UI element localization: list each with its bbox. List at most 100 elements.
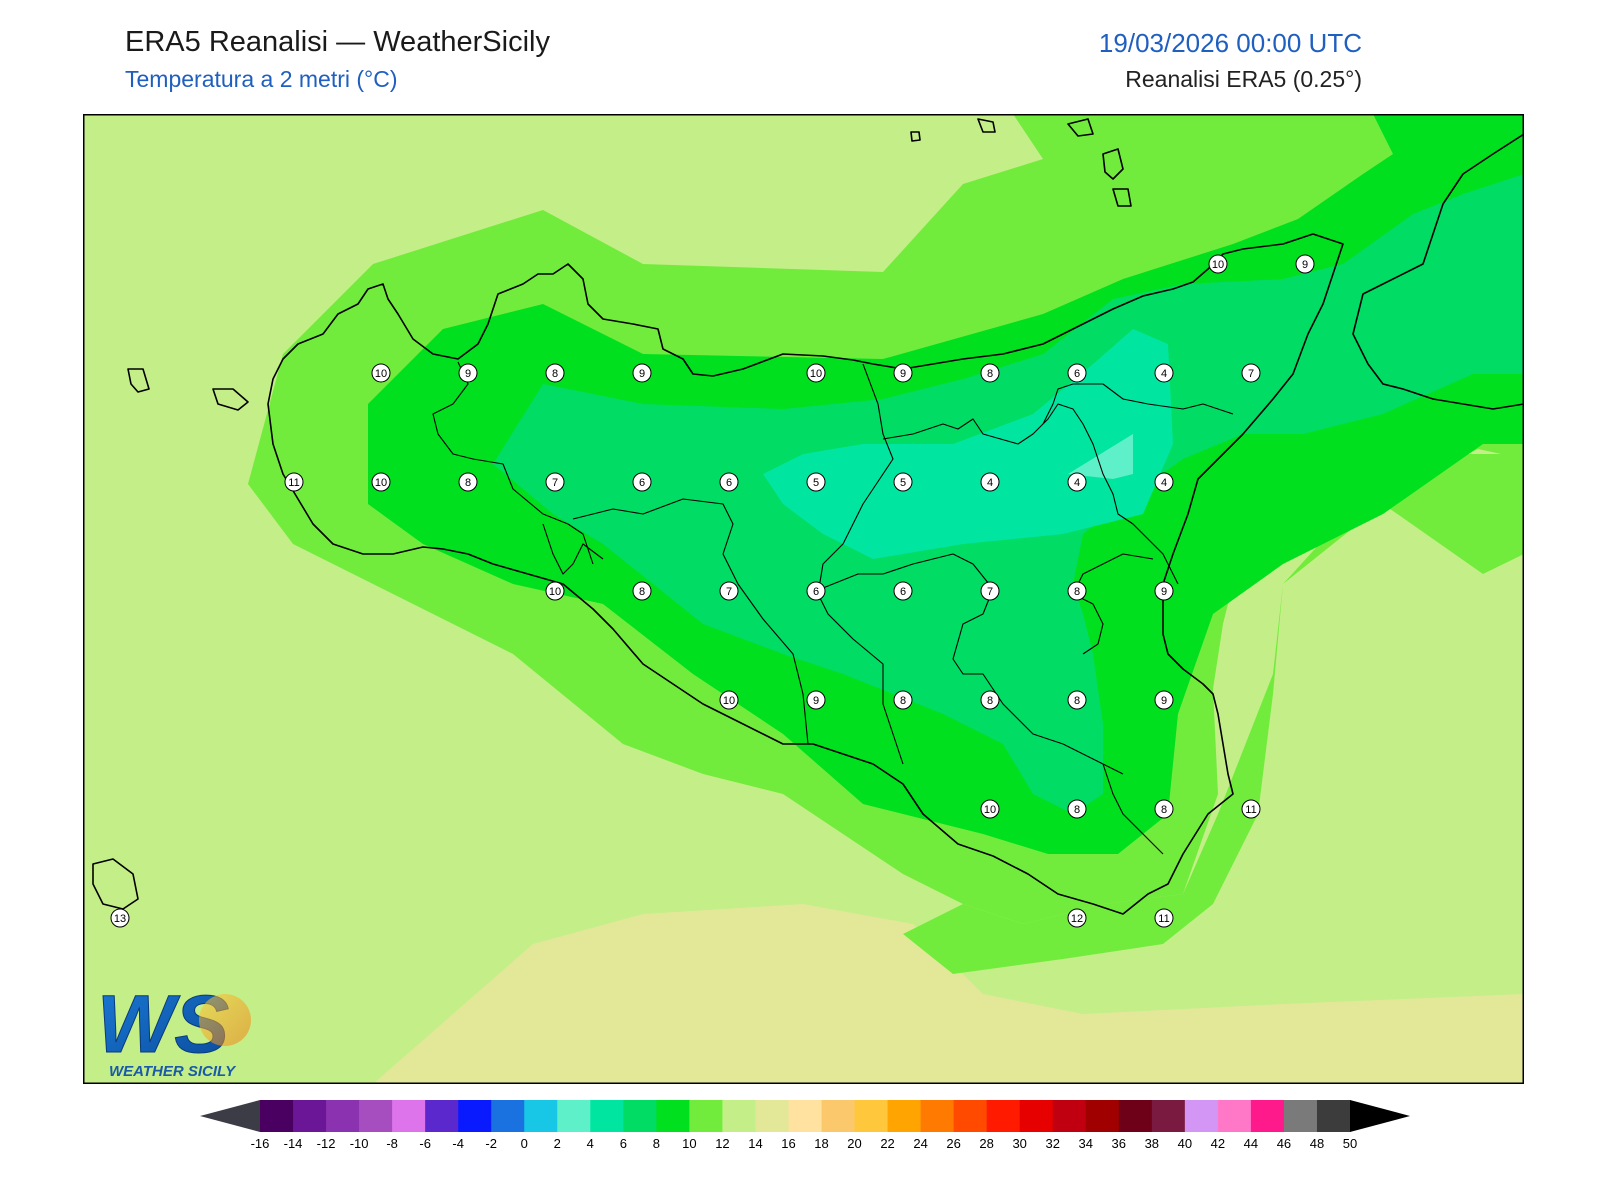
colorbar-swatch — [1085, 1100, 1120, 1132]
colorbar-swatch — [854, 1100, 889, 1132]
colorbar-tick-label: 40 — [1178, 1136, 1192, 1151]
colorbar-tick-label: 28 — [979, 1136, 993, 1151]
colorbar-tick-label: 14 — [748, 1136, 762, 1151]
value-label: 10 — [984, 804, 996, 816]
value-point: 7 — [719, 581, 739, 601]
colorbar-tick-label: -12 — [317, 1136, 336, 1151]
band-6-8 — [763, 329, 1173, 559]
colorbar-swatch — [557, 1100, 591, 1132]
colorbar-tick-label: 0 — [521, 1136, 528, 1151]
band-12-south — [903, 454, 1524, 974]
value-label: 6 — [726, 477, 732, 489]
colorbar-swatch — [1019, 1100, 1054, 1132]
value-label: 8 — [1074, 586, 1080, 598]
colorbar-tick-label: 26 — [946, 1136, 960, 1151]
colorbar-tick-label: 34 — [1079, 1136, 1093, 1151]
value-label: 7 — [552, 477, 558, 489]
colorbar-under-arrow — [200, 1100, 260, 1132]
colorbar-swatch — [293, 1100, 327, 1132]
value-label: 10 — [810, 368, 822, 380]
value-label: 10 — [549, 586, 561, 598]
logo-name: WEATHER SICILY — [109, 1063, 237, 1080]
value-label: 12 — [1071, 913, 1083, 925]
value-point: 9 — [1154, 690, 1174, 710]
colorbar-tick-label: 38 — [1145, 1136, 1159, 1151]
border-caltanissetta — [807, 553, 1124, 775]
colorbar-swatch — [1217, 1100, 1252, 1132]
value-point: 8 — [1067, 690, 1087, 710]
colorbar-swatch — [1151, 1100, 1186, 1132]
value-point: 8 — [632, 581, 652, 601]
colorbar-swatch — [788, 1100, 823, 1132]
aeolian-2 — [1067, 118, 1094, 137]
colorbar-tick-label: 4 — [587, 1136, 594, 1151]
map-title: ERA5 Reanalisi — WeatherSicily — [125, 26, 550, 58]
colorbar-swatch — [425, 1100, 459, 1132]
value-label: 6 — [1074, 368, 1080, 380]
value-point: 10 — [371, 363, 391, 383]
value-label: 8 — [1074, 804, 1080, 816]
value-point: 7 — [545, 472, 565, 492]
value-point: 10 — [545, 581, 565, 601]
value-label: 8 — [552, 368, 558, 380]
value-point: 8 — [1067, 799, 1087, 819]
ustica — [910, 131, 921, 142]
colorbar-tick-label: 42 — [1211, 1136, 1225, 1151]
colorbar-tick-label: 36 — [1112, 1136, 1126, 1151]
value-label: 8 — [1161, 804, 1167, 816]
value-label: 10 — [375, 477, 387, 489]
value-label: 9 — [639, 368, 645, 380]
colorbar-tick-label: 8 — [653, 1136, 660, 1151]
value-label: 11 — [1245, 804, 1256, 816]
value-point: 7 — [980, 581, 1000, 601]
value-label: 8 — [465, 477, 471, 489]
colorbar-tick-label: -14 — [284, 1136, 303, 1151]
colorbar-swatch — [920, 1100, 955, 1132]
colorbar-tick-label: 2 — [554, 1136, 561, 1151]
colorbar-tick-label: -2 — [485, 1136, 497, 1151]
value-point: 4 — [1067, 472, 1087, 492]
border-trapani-palermo — [432, 361, 594, 565]
value-label: 9 — [813, 695, 819, 707]
value-label: 6 — [900, 586, 906, 598]
band-4-6 — [1068, 434, 1133, 479]
colorbar-tick-label: 16 — [781, 1136, 795, 1151]
value-label: 8 — [987, 695, 993, 707]
value-point: 6 — [893, 581, 913, 601]
value-label: 8 — [900, 695, 906, 707]
value-point: 9 — [632, 363, 652, 383]
colorbar-swatch — [1052, 1100, 1087, 1132]
border-palermo-messina — [817, 363, 904, 765]
colorbar-tick-label: 44 — [1244, 1136, 1258, 1151]
value-point: 9 — [806, 690, 826, 710]
colorbar-tick-label: 24 — [913, 1136, 927, 1151]
value-point: 5 — [806, 472, 826, 492]
aeolian-4 — [1112, 188, 1132, 207]
colorbar-swatch — [590, 1100, 624, 1132]
pantelleria — [92, 858, 139, 910]
colorbar-tick-label: 18 — [814, 1136, 828, 1151]
value-label: 11 — [1158, 913, 1169, 925]
value-label: 9 — [465, 368, 471, 380]
colorbar-tick-label: 30 — [1012, 1136, 1026, 1151]
value-point: 8 — [458, 472, 478, 492]
value-label: 4 — [1161, 368, 1167, 380]
value-label: 10 — [1212, 259, 1224, 271]
colorbar-swatch — [755, 1100, 789, 1132]
value-label: 9 — [1302, 259, 1308, 271]
value-point: 11 — [1154, 908, 1174, 928]
calabria-coast — [1352, 133, 1524, 410]
colorbar-tick-label: -16 — [251, 1136, 270, 1151]
colorbar-swatch — [1250, 1100, 1285, 1132]
value-point: 8 — [893, 690, 913, 710]
value-label: 8 — [1074, 695, 1080, 707]
value-label: 9 — [1161, 695, 1167, 707]
value-label: 9 — [1161, 586, 1167, 598]
egadi-island-2 — [212, 388, 249, 411]
value-point: 5 — [893, 472, 913, 492]
logo-sun-icon — [199, 994, 251, 1046]
value-label: 7 — [726, 586, 732, 598]
value-label: 6 — [639, 477, 645, 489]
value-point: 9 — [458, 363, 478, 383]
value-label: 10 — [375, 368, 387, 380]
